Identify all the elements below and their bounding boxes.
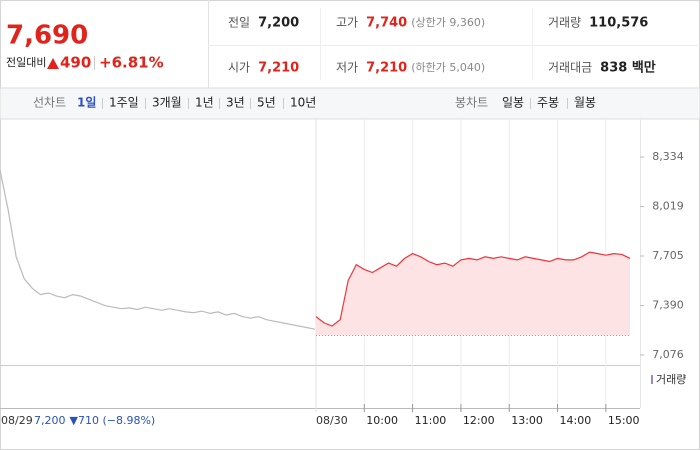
summary-value: 7,210	[366, 61, 407, 76]
tab[interactable]: 주봉	[537, 96, 559, 110]
change-rate: +6.81%	[99, 54, 164, 72]
summary-label: 고가	[336, 16, 358, 30]
tab-group-label: 선차트	[33, 96, 66, 110]
summary-value: 7,200	[258, 16, 299, 31]
summary-label: 전일	[228, 16, 250, 30]
summary-value: 838 백만	[600, 60, 656, 76]
price-line	[315, 251, 631, 327]
prev-close: 7,200	[34, 414, 66, 427]
day-label: 08/30	[316, 414, 348, 427]
prev-change: ▼710 (−8.98%)	[70, 414, 156, 427]
summary-value: 7,740	[366, 16, 407, 31]
summary-note: (하한가 5,040)	[411, 60, 485, 74]
y-tick-label: 7,076	[652, 348, 684, 361]
x-tick-label: 13:00	[511, 414, 543, 427]
summary-label: 거래대금	[548, 61, 592, 75]
volume-label: 거래량	[656, 373, 686, 386]
tab[interactable]: 1년	[195, 96, 214, 110]
x-tick-label: 10:00	[366, 414, 398, 427]
x-tick-label: 11:00	[415, 414, 447, 427]
x-tick-label: 12:00	[463, 414, 495, 427]
area	[316, 252, 630, 336]
summary-value: 7,210	[258, 61, 299, 76]
tab[interactable]: 10년	[290, 96, 316, 110]
tab[interactable]: 3개월	[152, 96, 182, 110]
tab[interactable]: 1일	[77, 96, 96, 110]
summary-label: 거래량	[548, 16, 581, 30]
tab-bar	[0, 87, 700, 120]
summary-label: 저가	[336, 61, 358, 75]
summary-value: 110,576	[589, 16, 648, 31]
summary-note: (상한가 9,360)	[411, 16, 485, 29]
up-icon	[47, 58, 59, 69]
summary-label: 시가	[228, 61, 250, 75]
price: 7,690	[6, 21, 88, 51]
y-tick-label: 7,390	[652, 299, 684, 312]
tab[interactable]: 5년	[257, 96, 276, 110]
change: 490	[60, 54, 91, 72]
x-tick-label: 14:00	[560, 414, 592, 427]
tab[interactable]: 월봉	[574, 96, 596, 110]
x-tick-label: 15:00	[608, 414, 640, 427]
day-label: 08/29	[1, 414, 33, 427]
tab[interactable]: 1주일	[109, 96, 139, 110]
tab-group-label: 봉차트	[455, 96, 488, 110]
volume-legend-icon	[651, 375, 653, 384]
change-label: 전일대비	[6, 55, 46, 69]
tab[interactable]: 일봉	[502, 96, 524, 110]
price-line	[0, 170, 316, 330]
tab[interactable]: 3년	[226, 96, 245, 110]
y-tick-label: 7,705	[652, 249, 684, 262]
y-tick-label: 8,334	[652, 150, 684, 163]
y-tick-label: 8,019	[652, 200, 684, 213]
